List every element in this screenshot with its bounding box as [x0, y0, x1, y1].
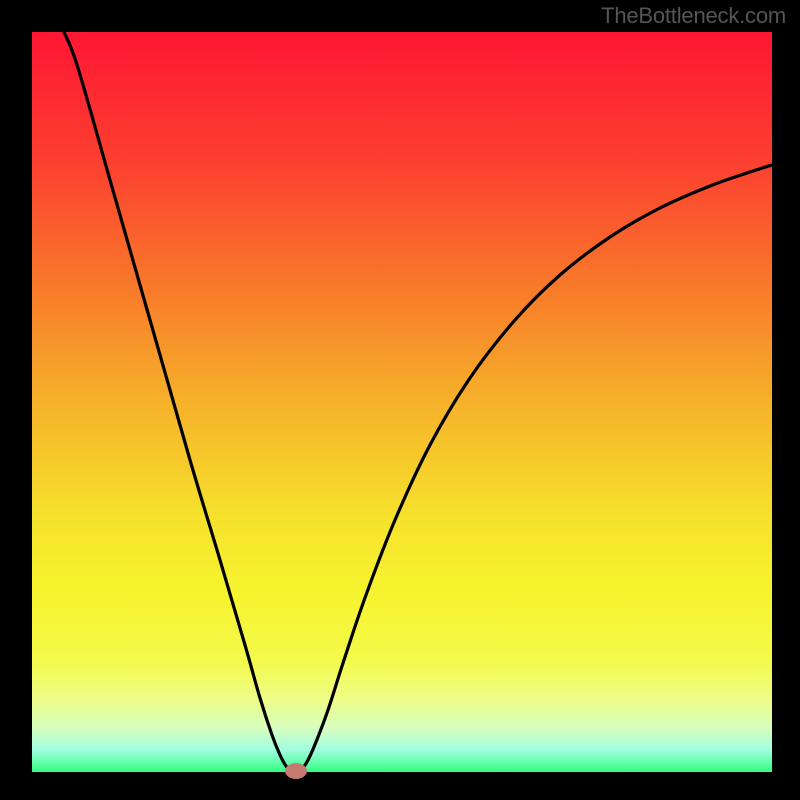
chart-canvas: TheBottleneck.com: [0, 0, 800, 800]
watermark-text: TheBottleneck.com: [601, 3, 786, 29]
bottleneck-curve: [0, 0, 800, 800]
optimal-point-marker: [285, 763, 307, 779]
curve-path: [64, 32, 772, 772]
